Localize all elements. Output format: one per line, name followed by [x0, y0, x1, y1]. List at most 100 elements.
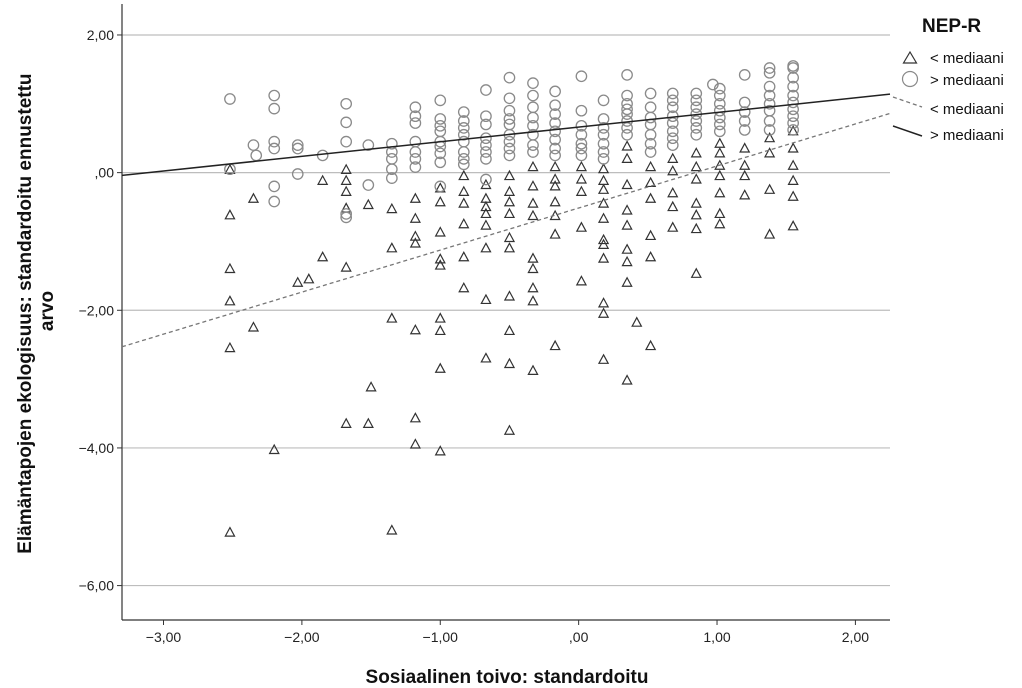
data-point-triangle [621, 204, 633, 215]
legend-dashed-line-icon [892, 96, 923, 108]
data-point-circle [480, 146, 492, 158]
data-point-triangle [224, 295, 236, 306]
data-point-circle [713, 125, 726, 138]
data-point-circle [763, 66, 776, 79]
data-point-triangle [739, 169, 751, 181]
data-point-triangle [224, 163, 236, 174]
data-point-triangle [621, 219, 633, 230]
data-point-triangle [503, 169, 516, 181]
data-point-triangle [667, 221, 679, 232]
data-point-circle [621, 103, 633, 116]
data-point-circle [457, 115, 470, 127]
data-point-triangle [690, 197, 702, 208]
data-point-circle [763, 62, 776, 74]
data-point-circle [666, 101, 679, 114]
data-point-triangle [409, 323, 421, 335]
data-point-circle [503, 104, 516, 117]
data-point-circle [575, 142, 588, 155]
x-axis-title: Sosiaalinen toivo: standardoitu [366, 667, 649, 688]
data-point-circle [340, 116, 353, 129]
data-point-circle [713, 89, 726, 102]
data-point-triangle [458, 217, 470, 229]
data-point-triangle [549, 160, 561, 172]
data-point-circle [434, 119, 447, 132]
data-point-circle [549, 125, 561, 138]
data-point-circle [480, 153, 492, 165]
data-point-circle [666, 132, 679, 145]
data-point-circle [621, 128, 633, 141]
data-point-circle [480, 84, 492, 96]
data-point-triangle [480, 200, 492, 212]
data-point-triangle [224, 209, 236, 220]
x-tick-label: −3,00 [146, 629, 182, 645]
data-point-triangle [224, 262, 236, 274]
data-point-circle [644, 137, 657, 150]
data-point-triangle [224, 341, 236, 353]
data-point-circle [763, 89, 776, 102]
data-point-triangle [386, 524, 398, 535]
data-point-circle [503, 149, 516, 162]
data-point-triangle [340, 185, 352, 196]
data-point-circle [527, 139, 539, 151]
data-point-triangle [575, 275, 588, 286]
data-point-triangle [764, 147, 776, 158]
data-point-triangle [434, 362, 446, 373]
data-point-triangle [621, 276, 633, 287]
data-point-circle [597, 128, 610, 141]
data-point-circle [763, 115, 776, 127]
data-point-triangle [527, 252, 539, 263]
data-point-triangle [527, 262, 539, 274]
y-tick-label: −2,00 [79, 302, 115, 318]
data-point-circle [738, 106, 751, 118]
data-point-triangle [409, 438, 421, 449]
data-point-triangle [503, 324, 516, 336]
data-point-triangle [503, 185, 516, 196]
data-point-triangle [362, 417, 374, 428]
legend-item-solid-line: > mediaani [892, 125, 1004, 144]
legend-label-circle: > mediaani [930, 72, 1004, 89]
data-point-circle [268, 180, 281, 193]
data-point-circle [738, 124, 751, 136]
data-point-triangle [434, 259, 446, 270]
data-point-circle [787, 62, 799, 74]
data-point-circle [549, 117, 561, 129]
y-tick-label: ,00 [95, 165, 115, 181]
data-point-triangle [268, 443, 280, 455]
data-point-circle [247, 139, 260, 151]
data-point-circle [621, 69, 633, 81]
data-point-triangle [597, 238, 610, 249]
data-point-circle [409, 161, 422, 173]
data-point-circle [575, 104, 588, 117]
data-point-triangle [597, 183, 610, 194]
data-point-circle [409, 110, 422, 123]
x-tick-label: −1,00 [423, 629, 459, 645]
data-point-circle [666, 94, 679, 107]
data-point-triangle [458, 251, 470, 262]
data-point-triangle [787, 190, 799, 201]
data-point-circle [457, 153, 470, 165]
data-point-triangle [714, 207, 726, 219]
data-point-triangle [527, 364, 539, 375]
data-point-triangle [386, 202, 398, 214]
y-tick-labels: −6,00 −4,00 −2,00 ,00 2,00 [79, 27, 115, 594]
x-tick-label: ,00 [569, 629, 589, 645]
data-point-triangle [597, 174, 610, 185]
data-point-circle [787, 96, 799, 109]
data-point-triangle [409, 212, 421, 223]
data-point-triangle [690, 147, 702, 158]
x-tick-label: 1,00 [703, 629, 730, 645]
data-point-triangle [480, 293, 492, 305]
data-point-triangle [480, 242, 492, 253]
data-point-triangle [549, 339, 561, 351]
data-point-circle [713, 82, 726, 95]
x-tick-label: −2,00 [284, 629, 320, 645]
data-point-circle [787, 71, 799, 84]
data-point-circle [787, 89, 799, 102]
data-point-circle [644, 128, 657, 141]
data-point-triangle [690, 160, 702, 172]
data-point-triangle [575, 160, 588, 172]
data-point-triangle [292, 276, 304, 287]
data-point-circle [434, 113, 447, 125]
legend-item-dashed-line: < mediaani [892, 96, 1004, 118]
